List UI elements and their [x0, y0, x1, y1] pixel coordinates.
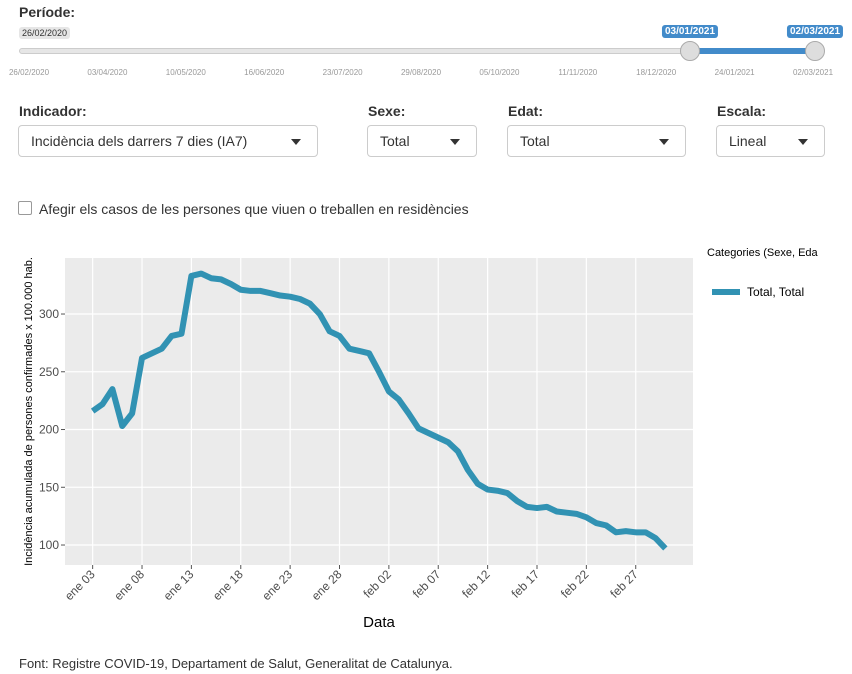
y-tick-label: 250: [39, 365, 59, 379]
x-tick-label: ene 03: [62, 567, 98, 603]
checkbox[interactable]: [18, 201, 32, 215]
slider-min-label: 26/02/2020: [19, 27, 71, 39]
x-tick-label: feb 12: [459, 567, 493, 601]
slider-from: 03/01/2021: [661, 25, 719, 38]
plot-background: [65, 258, 693, 565]
slider-tick-label: 11/11/2020: [558, 68, 598, 77]
x-tick-label: ene 13: [161, 567, 197, 603]
x-axis-title: Data: [363, 614, 395, 631]
y-axis-title: Incidència acumulada de persones confirm…: [23, 257, 35, 566]
select[interactable]: Total: [367, 125, 477, 157]
x-tick-label: ene 18: [210, 567, 246, 603]
control-label: Edat:: [508, 103, 543, 119]
checkbox-label: Afegir els casos de les persones que viu…: [39, 201, 469, 217]
line: [90, 270, 668, 551]
x-tick-label: feb 02: [360, 567, 394, 601]
slider-label: Període:: [19, 4, 76, 20]
x-tick-label: feb 17: [509, 567, 543, 601]
select-value: Total: [380, 133, 410, 149]
slider-handle[interactable]: [805, 41, 825, 61]
chart: 100 150 200 250 300 ene 03 ene 08 ene 13 ene 18 e…: [23, 247, 819, 631]
slider-tick-label: 24/01/2021: [714, 68, 755, 77]
select-value: Incidència dels darrers 7 dies (IA7): [31, 133, 248, 149]
control-label: Indicador:: [19, 103, 87, 119]
select[interactable]: Incidència dels darrers 7 dies (IA7): [18, 125, 318, 157]
select[interactable]: Total: [507, 125, 686, 157]
slider-tick-label: 10/05/2020: [165, 68, 206, 77]
x-tick-label: feb 07: [410, 567, 444, 601]
control-label: Sexe:: [368, 103, 406, 119]
slider-handle[interactable]: [680, 41, 700, 61]
footer: Font: Registre COVID-19, Departament de …: [19, 656, 453, 671]
slider-tick-label: 29/08/2020: [400, 68, 442, 77]
select-value: Total: [520, 133, 550, 149]
select-value: Lineal: [729, 133, 767, 149]
x-tick-label: ene 28: [309, 567, 345, 603]
x-tick-label: ene 08: [111, 567, 147, 603]
legend-title: Categories (Sexe, Eda: [707, 247, 819, 259]
x-tick-label: feb 22: [558, 567, 592, 601]
legend-label: Total, Total: [747, 285, 804, 299]
x-tick-label: ene 23: [259, 567, 295, 603]
slider-tick-label: 05/10/2020: [479, 68, 520, 77]
slider-tick-label: 03/04/2020: [87, 68, 128, 77]
slider-tick-label: 16/06/2020: [244, 68, 285, 77]
y-tick-label: 200: [39, 423, 59, 437]
y-tick-label: 150: [39, 480, 59, 494]
slider-tick-label: 02/03/2021: [792, 68, 834, 77]
y-tick-label: 300: [39, 307, 59, 321]
y-tick-label: 100: [39, 538, 59, 552]
slider-to: 02/03/2021: [786, 25, 844, 38]
slider-tick-label: 26/02/2020: [8, 68, 50, 77]
select[interactable]: Lineal: [716, 125, 825, 157]
slider-range: [690, 48, 815, 54]
x-tick-label: feb 27: [607, 567, 641, 601]
slider-tick-label: 18/12/2020: [636, 68, 677, 77]
slider-tick-label: 23/07/2020: [322, 68, 363, 77]
control-label: Escala:: [717, 103, 767, 119]
